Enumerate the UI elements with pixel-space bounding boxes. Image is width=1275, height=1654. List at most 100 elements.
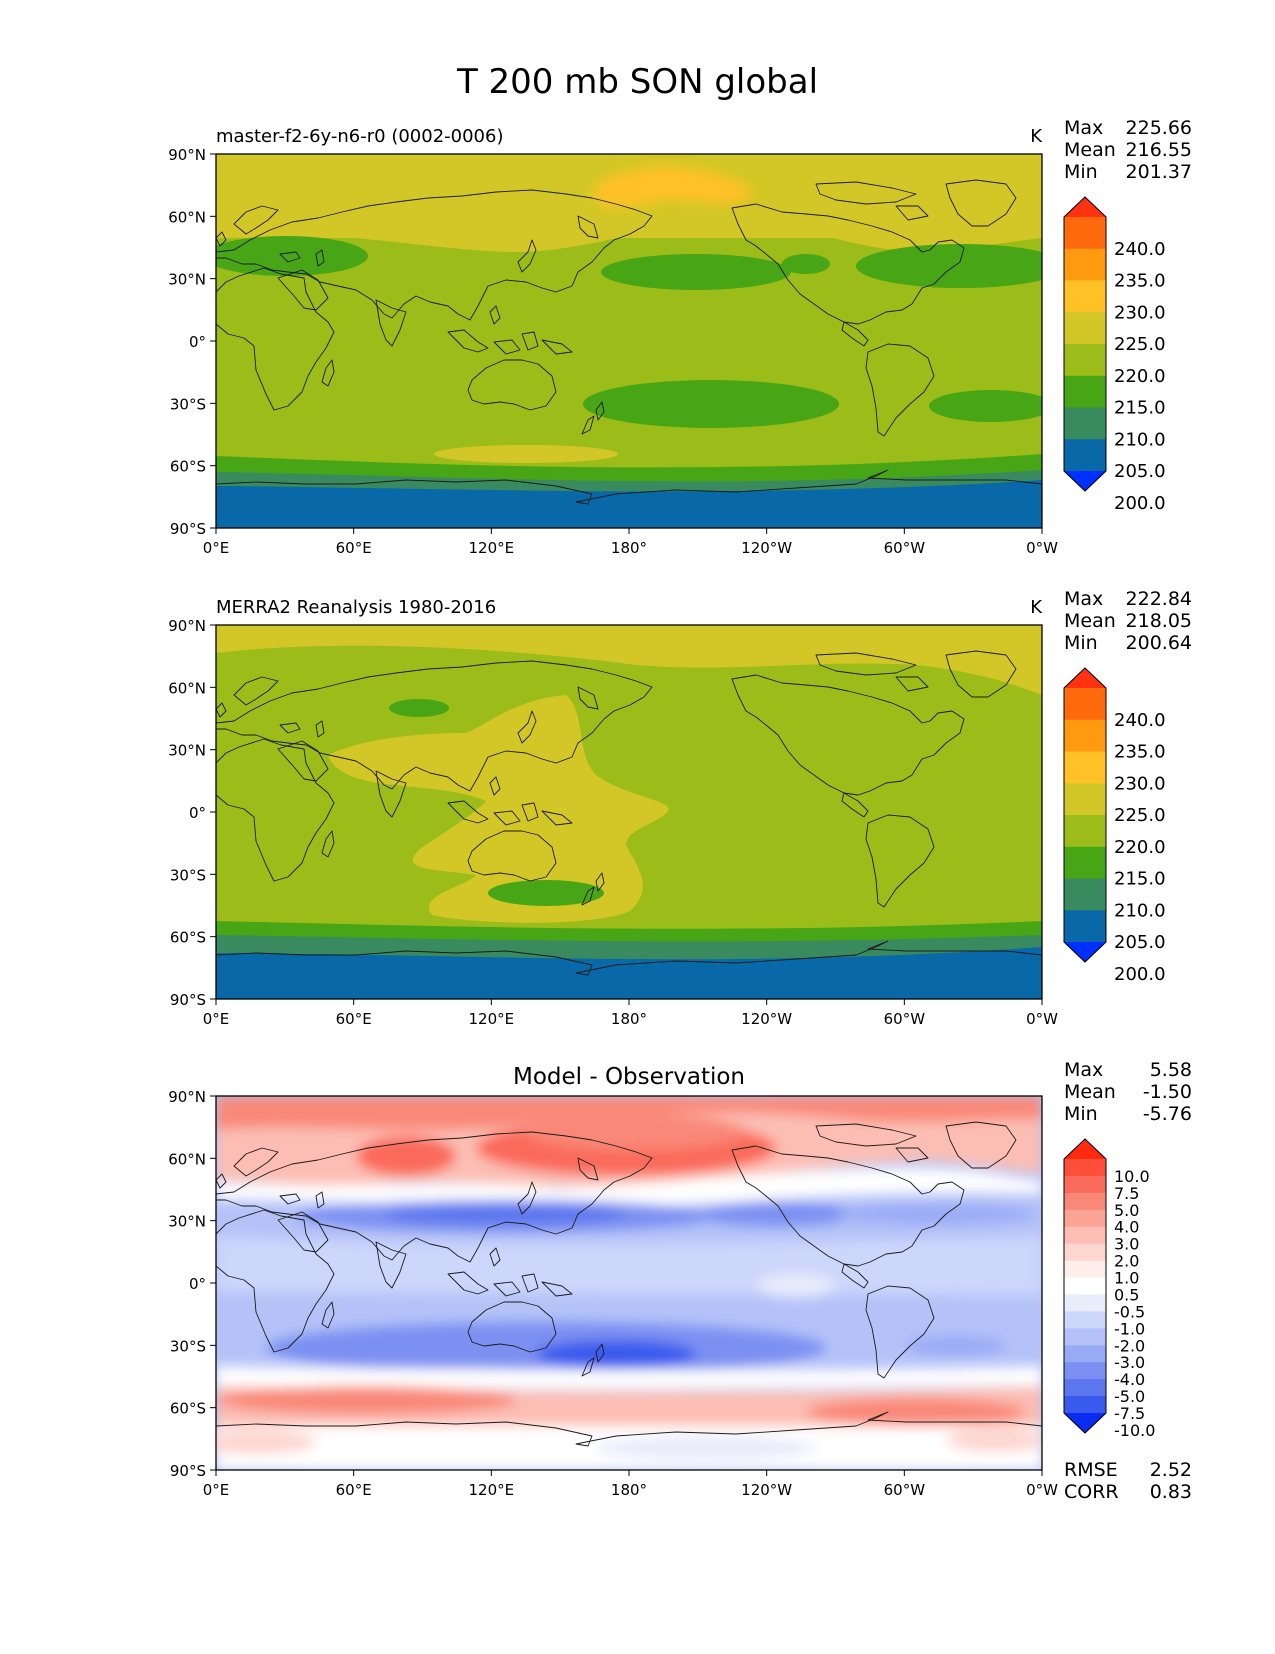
colorbar-swatch xyxy=(1064,1243,1106,1262)
colorbar-tick-label: 205.0 xyxy=(1114,461,1166,482)
lon-tick-label: 120°W xyxy=(741,1481,792,1499)
lat-tick-label: 30°N xyxy=(168,271,206,289)
colorbar-tick-label: 0.5 xyxy=(1114,1285,1139,1304)
stat-label: Max xyxy=(1064,588,1103,610)
colorbar-swatch xyxy=(1064,217,1106,250)
colorbar-swatch xyxy=(1064,1362,1106,1380)
lon-tick-label: 0°W xyxy=(1026,1481,1058,1499)
colorbar-tick-label: 225.0 xyxy=(1114,805,1166,826)
panel-title: MERRA2 Reanalysis 1980-2016 xyxy=(216,597,496,618)
stat-label: Mean xyxy=(1064,1081,1116,1103)
lat-tick-label: 60°N xyxy=(168,208,206,226)
colorbar-swatch xyxy=(1064,375,1106,408)
colorbar-tick-label: -0.5 xyxy=(1114,1302,1145,1321)
stat-value: -1.50 xyxy=(1143,1081,1192,1103)
colorbar-swatch xyxy=(1064,815,1106,848)
lon-tick-label: 120°W xyxy=(741,539,792,557)
footer-stat-value: 0.83 xyxy=(1150,1481,1192,1503)
stat-value: 222.84 xyxy=(1126,588,1192,610)
colorbar-tick-label: 215.0 xyxy=(1114,869,1166,890)
colorbar-swatch xyxy=(1064,846,1106,879)
colorbar-extend-max xyxy=(1064,668,1106,688)
lon-tick-label: 0°E xyxy=(203,539,230,557)
colorbar-tick-label: 200.0 xyxy=(1114,964,1166,985)
stat-label: Min xyxy=(1064,632,1098,654)
panel-title: Model - Observation xyxy=(513,1064,745,1090)
stat-label: Min xyxy=(1064,1103,1098,1125)
colorbar-swatch xyxy=(1064,312,1106,345)
colorbar-swatch xyxy=(1064,1277,1106,1295)
lat-tick-label: 90°S xyxy=(170,991,206,1009)
panel-obs: 90°N 60°N 30°N 0° 30°S 60°S 90°S0°E 60°E 120°E 18… xyxy=(168,588,1192,1028)
colorbar-swatch xyxy=(1064,688,1106,721)
colorbar-swatch xyxy=(1064,1159,1106,1177)
colorbar-tick-label: -2.0 xyxy=(1114,1336,1145,1355)
colorbar-swatch xyxy=(1064,1260,1106,1279)
colorbar-tick-label: 210.0 xyxy=(1114,900,1166,921)
colorbar-tick-label: -4.0 xyxy=(1114,1370,1145,1389)
stat-value: 225.66 xyxy=(1126,117,1192,139)
map-field-model xyxy=(216,154,1042,528)
colorbar-swatch xyxy=(1064,1396,1106,1414)
panel-diff: 90°N 60°N 30°N 0° 30°S 60°S 90°S0°E 60°E 120°E 18… xyxy=(168,1059,1192,1503)
colorbar-tick-label: -1.0 xyxy=(1114,1319,1145,1338)
stat-value: 201.37 xyxy=(1126,161,1192,183)
colorbar-tick-label: 3.0 xyxy=(1114,1235,1139,1254)
colorbar-swatch xyxy=(1064,1226,1106,1245)
map-field-obs xyxy=(216,625,1042,999)
colorbar-swatch xyxy=(1064,1209,1106,1228)
lon-tick-label: 60°W xyxy=(884,1481,926,1499)
lon-tick-label: 0°E xyxy=(203,1481,230,1499)
colorbar-tick-label: 210.0 xyxy=(1114,429,1166,450)
footer-stat-label: CORR xyxy=(1064,1481,1119,1503)
units-label: K xyxy=(1030,597,1043,618)
lat-tick-label: 0° xyxy=(189,333,206,351)
lat-tick-label: 0° xyxy=(189,1275,206,1293)
lon-tick-label: 60°E xyxy=(336,1481,372,1499)
lon-tick-label: 60°W xyxy=(884,1010,926,1028)
stat-value: 200.64 xyxy=(1126,632,1192,654)
colorbar-swatch xyxy=(1064,1328,1106,1346)
colorbar-diff: 10.07.55.04.03.02.01.00.5-0.5-1.0-2.0-3.… xyxy=(1063,1138,1155,1440)
stat-label: Max xyxy=(1064,1059,1103,1081)
lat-tick-label: 60°N xyxy=(168,1150,206,1168)
colorbar-extend-min xyxy=(1064,942,1106,962)
colorbar-tick-label: 4.0 xyxy=(1114,1218,1139,1237)
lat-tick-label: 60°N xyxy=(168,679,206,697)
footer-stat-label: RMSE xyxy=(1064,1459,1118,1481)
colorbar-tick-label: 7.5 xyxy=(1114,1184,1139,1203)
lon-tick-label: 0°W xyxy=(1026,1010,1058,1028)
colorbar-swatch xyxy=(1064,1192,1106,1211)
panel-title: master-f2-6y-n6-r0 (0002-0006) xyxy=(216,126,503,147)
lon-tick-label: 60°E xyxy=(336,539,372,557)
lat-tick-label: 60°S xyxy=(170,458,206,476)
colorbar-outline xyxy=(1063,1138,1107,1434)
colorbar-tick-label: 235.0 xyxy=(1114,271,1166,292)
colorbar-tick-label: -10.0 xyxy=(1114,1421,1155,1440)
colorbar-outline xyxy=(1063,667,1107,963)
units-label: K xyxy=(1030,126,1043,147)
colorbar-swatch xyxy=(1064,344,1106,377)
lon-tick-label: 180° xyxy=(611,1481,647,1499)
colorbar-tick-label: -7.5 xyxy=(1114,1404,1145,1423)
colorbar-swatch xyxy=(1064,407,1106,440)
colorbar-obs: 240.0 235.0 230.0 225.0 220.0 215.0 210.0 205.0… xyxy=(1063,667,1166,985)
colorbar-tick-label: 235.0 xyxy=(1114,742,1166,763)
colorbar-swatch xyxy=(1064,248,1106,281)
lat-tick-label: 90°N xyxy=(168,1088,206,1106)
stat-value: 216.55 xyxy=(1126,139,1192,161)
footer-stat-value: 2.52 xyxy=(1150,1459,1192,1481)
stat-label: Min xyxy=(1064,161,1098,183)
lat-tick-label: 30°S xyxy=(170,395,206,413)
colorbar-extend-min xyxy=(1064,1413,1106,1433)
colorbar-swatch xyxy=(1064,1311,1106,1329)
colorbar-swatch xyxy=(1064,1175,1106,1194)
lat-tick-label: 30°N xyxy=(168,1213,206,1231)
stat-label: Max xyxy=(1064,117,1103,139)
lon-tick-label: 60°W xyxy=(884,539,926,557)
colorbar-tick-label: -5.0 xyxy=(1114,1387,1145,1406)
lat-tick-label: 30°S xyxy=(170,1337,206,1355)
colorbar-tick-label: 215.0 xyxy=(1114,398,1166,419)
lat-tick-label: 60°S xyxy=(170,1400,206,1418)
